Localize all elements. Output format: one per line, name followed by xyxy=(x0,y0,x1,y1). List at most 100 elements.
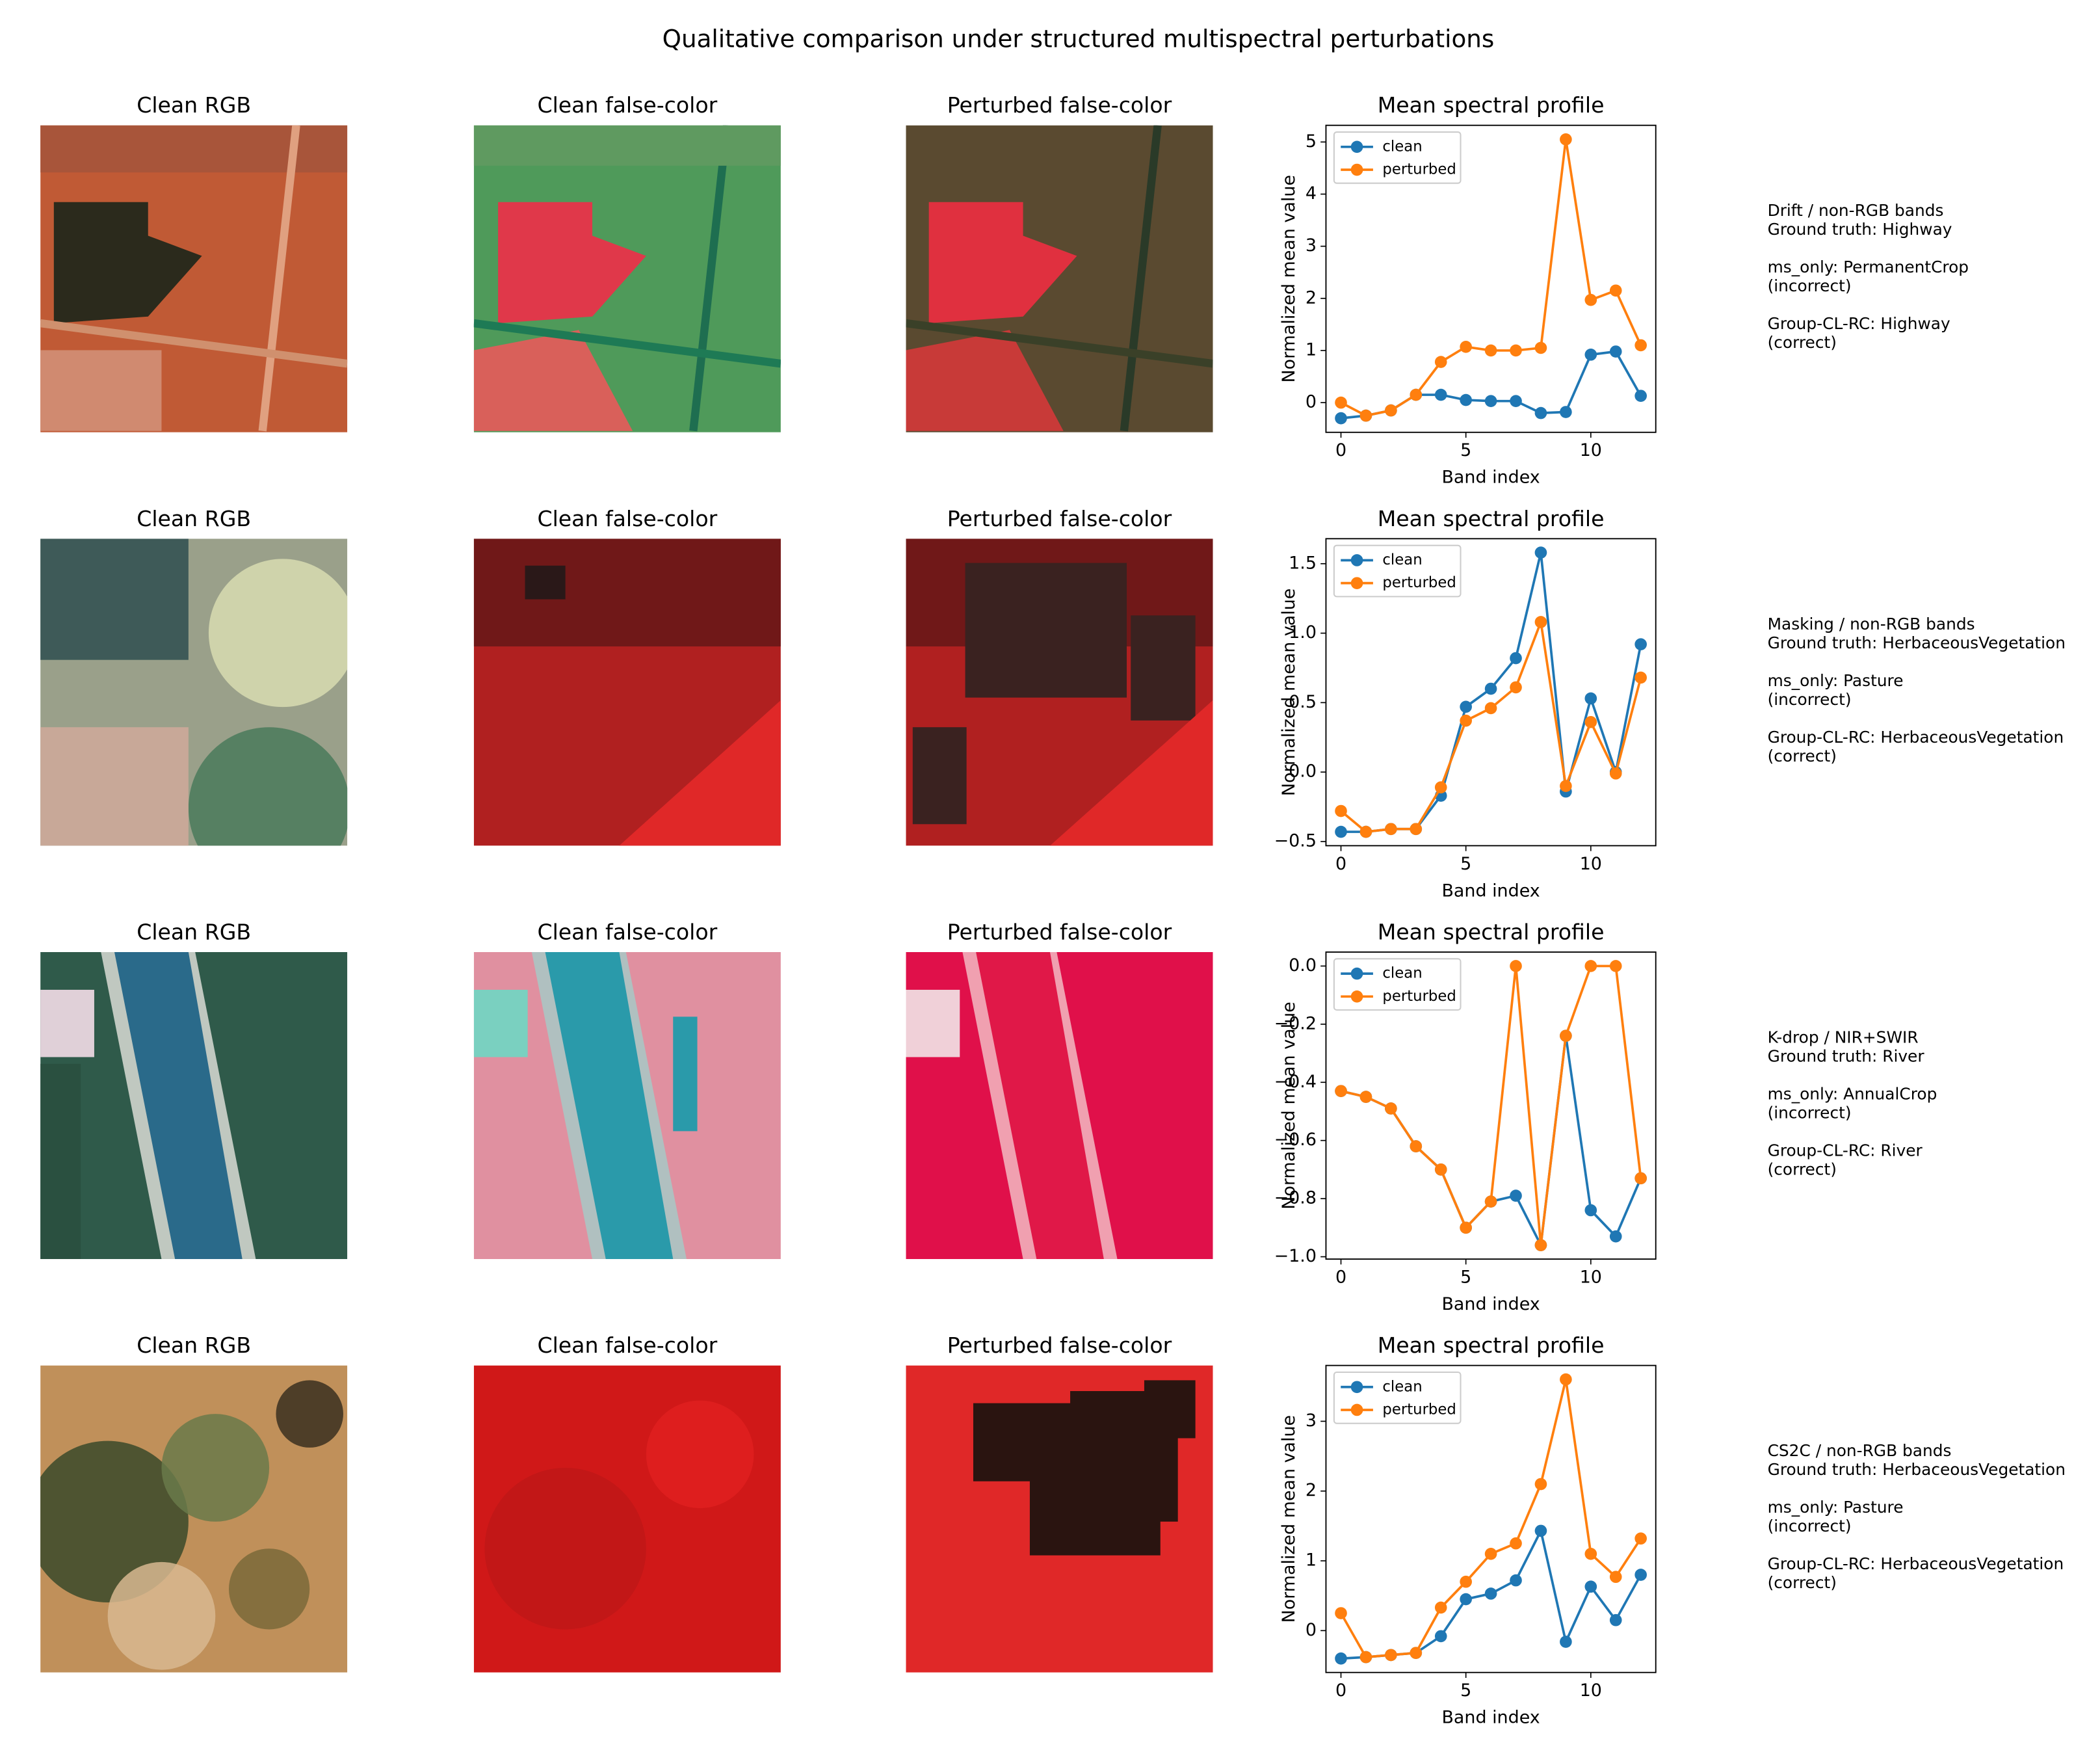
series-marker xyxy=(1484,702,1497,715)
y-tick-label: 0.5 xyxy=(1289,692,1317,712)
y-tick-label: 2 xyxy=(1306,287,1317,308)
x-tick-label: 5 xyxy=(1460,854,1471,874)
image-road xyxy=(906,319,1213,368)
image-region xyxy=(228,1548,310,1630)
y-tick-label: 0 xyxy=(1306,392,1317,412)
series-marker xyxy=(1634,1532,1647,1545)
annotation: Group-CL-RC: Highway xyxy=(1768,314,1950,333)
panel-title: Clean RGB xyxy=(137,92,251,118)
annotation: (correct) xyxy=(1768,1573,1837,1592)
series-marker xyxy=(1510,1574,1522,1587)
series-marker xyxy=(1510,681,1522,694)
plot-frame xyxy=(1325,124,1657,433)
x-axis-label: Band index xyxy=(1441,1708,1540,1728)
panel-title: Clean RGB xyxy=(137,506,251,531)
annotation: (incorrect) xyxy=(1768,276,1852,295)
series-marker xyxy=(1410,1140,1423,1152)
y-tick-label: 5 xyxy=(1306,131,1317,152)
image-region xyxy=(673,1016,698,1132)
panel-title: Perturbed false-color xyxy=(947,919,1172,944)
y-tick-label: 1.5 xyxy=(1289,553,1317,573)
series-marker xyxy=(1560,780,1572,792)
chart-title: Mean spectral profile xyxy=(1378,1333,1605,1358)
image-content xyxy=(40,125,348,432)
image-content xyxy=(473,951,781,1260)
series-marker xyxy=(1534,1239,1547,1251)
panel-title: Perturbed false-color xyxy=(947,1333,1172,1358)
image-region xyxy=(40,1063,81,1260)
y-tick-label: 1.0 xyxy=(1289,622,1317,643)
series-marker xyxy=(1560,1373,1572,1386)
series-marker xyxy=(1484,682,1497,695)
panel-title: Clean false-color xyxy=(537,506,717,531)
series-marker xyxy=(1584,692,1597,705)
series-marker xyxy=(1484,1195,1497,1208)
series-marker xyxy=(1484,1547,1497,1560)
legend-marker xyxy=(1350,140,1363,153)
image-content xyxy=(473,125,781,432)
series-marker xyxy=(1385,1102,1397,1115)
series-marker xyxy=(1510,960,1522,972)
y-tick-label: 2 xyxy=(1306,1480,1317,1500)
series-marker xyxy=(1609,1571,1622,1584)
plot-frame xyxy=(1325,951,1657,1260)
annotation: (correct) xyxy=(1768,747,1837,765)
y-tick-label: −0.6 xyxy=(1274,1130,1317,1150)
annotation: K-drop / NIR+SWIR xyxy=(1768,1028,1919,1046)
series-marker xyxy=(1584,715,1597,728)
series-marker xyxy=(1534,1478,1547,1491)
series-marker xyxy=(1359,1651,1372,1664)
image-region xyxy=(208,559,348,708)
legend-label: perturbed xyxy=(1382,161,1456,178)
image-region xyxy=(498,202,646,324)
series-marker xyxy=(1584,1580,1597,1593)
satellite-image xyxy=(473,125,781,432)
series-marker xyxy=(1460,393,1472,406)
y-axis-label: Normalized mean value xyxy=(1279,1002,1299,1210)
series-marker xyxy=(1634,638,1647,650)
annotation: (incorrect) xyxy=(1768,690,1852,709)
panel-title: Clean RGB xyxy=(137,919,251,944)
image-region xyxy=(525,565,566,600)
satellite-image xyxy=(40,538,348,846)
series-marker xyxy=(1634,671,1647,684)
satellite-image xyxy=(906,538,1213,846)
series-marker xyxy=(1609,1613,1622,1626)
image-region xyxy=(276,1380,343,1448)
image-region xyxy=(40,538,189,660)
y-tick-label: 0 xyxy=(1306,1620,1317,1640)
image-region xyxy=(473,538,781,646)
annotation: (correct) xyxy=(1768,1160,1837,1178)
annotation: Ground truth: Highway xyxy=(1768,220,1952,239)
series-marker xyxy=(1484,395,1497,407)
annotation: ms_only: PermanentCrop xyxy=(1768,258,1969,276)
series-marker xyxy=(1609,767,1622,780)
series-marker xyxy=(1460,341,1472,353)
image-region xyxy=(40,125,348,173)
annotation: Ground truth: HerbaceousVegetation xyxy=(1768,633,2066,652)
series-marker xyxy=(1584,1204,1597,1217)
series-marker xyxy=(1385,404,1397,417)
series-marker xyxy=(1335,396,1347,409)
series-marker xyxy=(1510,344,1522,357)
series-marker xyxy=(1434,1601,1447,1614)
image-content xyxy=(473,1365,781,1673)
image-region xyxy=(912,727,967,825)
annotation: Group-CL-RC: HerbaceousVegetation xyxy=(1768,728,2064,747)
series-marker xyxy=(1534,1524,1547,1537)
series-marker xyxy=(1434,781,1447,794)
legend-label: clean xyxy=(1382,138,1422,155)
series-marker xyxy=(1634,390,1647,402)
image-region xyxy=(473,330,633,431)
image-region xyxy=(545,951,674,1260)
panel-title: Clean false-color xyxy=(537,919,717,944)
annotation: Ground truth: HerbaceousVegetation xyxy=(1768,1460,2066,1479)
panel-title: Clean false-color xyxy=(537,1333,717,1358)
y-tick-label: 1 xyxy=(1306,1550,1317,1571)
series-marker xyxy=(1609,960,1622,972)
series-marker xyxy=(1584,293,1597,306)
image-region xyxy=(53,202,202,324)
chart-title: Mean spectral profile xyxy=(1378,92,1605,118)
